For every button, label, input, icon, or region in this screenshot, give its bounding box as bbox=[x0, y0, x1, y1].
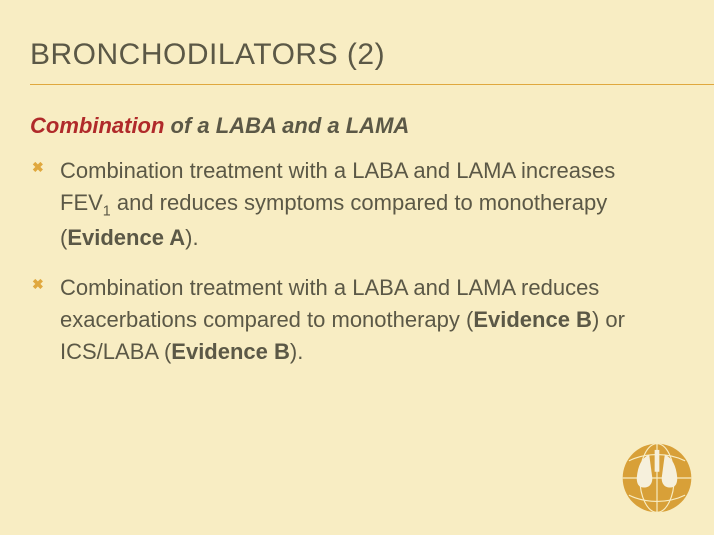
list-item: Combination treatment with a LABA and LA… bbox=[60, 272, 666, 368]
bullet-text: ). bbox=[290, 339, 303, 364]
slide-title: BRONCHODILATORS (2) bbox=[30, 38, 684, 72]
bullet-text: ). bbox=[185, 225, 198, 250]
subtitle-emphasis: Combination bbox=[30, 113, 164, 138]
subscript: 1 bbox=[103, 203, 111, 219]
bullet-list: Combination treatment with a LABA and LA… bbox=[0, 139, 714, 368]
subtitle-rest: of a LABA and a LAMA bbox=[164, 113, 409, 138]
list-item: Combination treatment with a LABA and LA… bbox=[60, 155, 666, 254]
subtitle: Combination of a LABA and a LAMA bbox=[0, 85, 714, 139]
evidence-label: Evidence A bbox=[67, 225, 185, 250]
evidence-label: Evidence B bbox=[171, 339, 290, 364]
title-area: BRONCHODILATORS (2) bbox=[0, 0, 714, 80]
evidence-label: Evidence B bbox=[473, 307, 592, 332]
globe-lungs-icon bbox=[618, 439, 696, 517]
